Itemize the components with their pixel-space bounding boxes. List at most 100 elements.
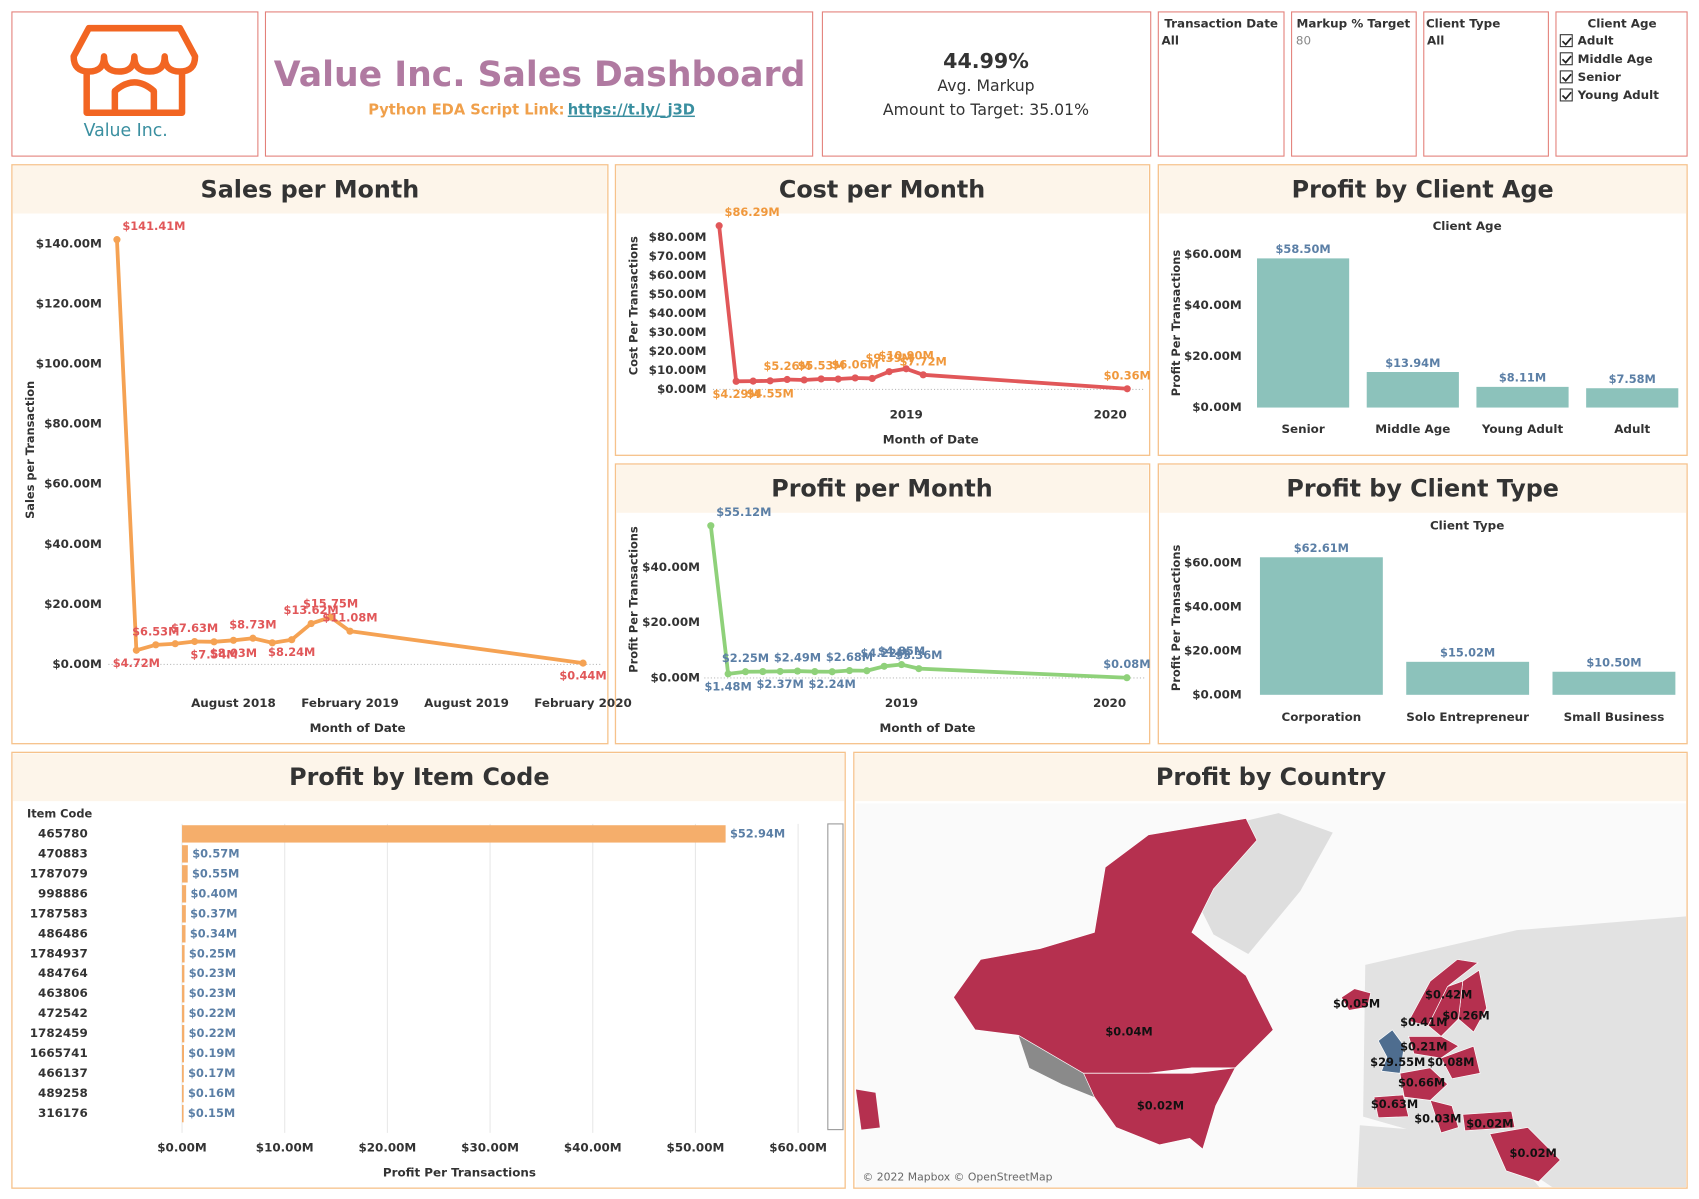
data-label: $141.41M (122, 219, 185, 233)
y-tick-label: $40.00M (642, 560, 700, 574)
data-label: $58.50M (1275, 242, 1330, 256)
panel-header (616, 465, 1149, 513)
filter-options: Adult Middle Age Senior Young Adult (1559, 34, 1660, 102)
y-tick-label: $40.00M (44, 537, 102, 551)
x-tick-label: 2019 (885, 696, 918, 710)
chart-title: Profit by Client Type (1286, 475, 1559, 503)
filter-value[interactable]: All (1427, 34, 1444, 48)
data-label: $4.22M (861, 646, 908, 660)
data-label: $0.55M (192, 866, 239, 880)
y-tick-label: 1782459 (30, 1026, 88, 1040)
country[interactable] (1083, 1067, 1236, 1150)
y-axis-title: Profit Per Transactions (1169, 545, 1183, 692)
bar (1552, 671, 1676, 695)
checkbox[interactable] (1559, 88, 1573, 102)
country[interactable] (1462, 1110, 1516, 1132)
point (132, 646, 140, 654)
filter-value[interactable]: 80 (1296, 34, 1311, 48)
x-tick-label: February 2020 (534, 696, 632, 710)
filter-option[interactable]: Adult (1578, 34, 1614, 48)
filter-panel[interactable] (1555, 11, 1688, 157)
filter-title: Client Age (1588, 16, 1657, 30)
point (800, 376, 808, 384)
country[interactable] (1408, 1036, 1460, 1059)
country[interactable] (1399, 1067, 1449, 1101)
x-tick-label: Senior (1281, 422, 1324, 436)
filter-panel[interactable] (1291, 11, 1417, 157)
country[interactable] (1440, 1045, 1481, 1080)
checkbox[interactable] (1559, 70, 1573, 84)
bar (182, 905, 186, 923)
point (1123, 385, 1131, 393)
bar (182, 1005, 185, 1023)
y-tick-label: $20.00M (642, 615, 700, 629)
filter-panel[interactable] (1157, 11, 1285, 157)
data-label: $86.29M (725, 205, 780, 219)
bar (1406, 661, 1530, 695)
point (210, 638, 218, 646)
filter-option[interactable]: Middle Age (1578, 52, 1653, 66)
filter-option[interactable]: Young Adult (1577, 88, 1660, 102)
y-tick-label: $20.00M (1184, 349, 1242, 363)
land (856, 1089, 880, 1130)
country[interactable] (1340, 988, 1372, 1011)
filter-panel[interactable] (1423, 11, 1549, 157)
data-label: $0.22M (189, 1026, 236, 1040)
panel-header (13, 165, 607, 214)
point (793, 667, 802, 675)
country[interactable] (1489, 1127, 1561, 1183)
country[interactable] (1373, 1094, 1410, 1119)
y-tick-label: $60.00M (649, 268, 707, 282)
filter-option[interactable]: Senior (1578, 70, 1621, 84)
title-panel (264, 11, 814, 157)
data-label: $29.55M (1370, 1055, 1425, 1069)
bar (1476, 386, 1569, 408)
data-label: $0.05M (1333, 996, 1380, 1010)
y-tick-label: $80.00M (44, 417, 102, 431)
chart-title: Sales per Month (201, 175, 420, 203)
coast (1018, 1035, 1095, 1098)
filter-value[interactable]: All (1162, 34, 1179, 48)
point (715, 222, 723, 230)
x-tick-label: Small Business (1564, 710, 1665, 724)
y-tick-label: $120.00M (36, 296, 102, 310)
bar (1257, 258, 1350, 408)
checkbox[interactable] (1559, 34, 1573, 48)
panel-header (13, 753, 845, 802)
y-tick-label: 489258 (38, 1086, 88, 1100)
country[interactable] (1429, 1099, 1459, 1134)
checkbox[interactable] (1559, 52, 1573, 66)
bar (182, 925, 186, 943)
y-tick-label: $60.00M (1184, 556, 1242, 570)
point (724, 670, 732, 678)
point (915, 665, 923, 673)
data-label: $8.73M (229, 618, 276, 632)
x-tick-label: Middle Age (1375, 422, 1450, 436)
point (732, 377, 740, 385)
country[interactable] (1427, 980, 1464, 1037)
data-label: $7.72M (900, 354, 947, 368)
data-label: $15.02M (1440, 646, 1495, 660)
country[interactable] (953, 818, 1274, 1074)
bar (1366, 372, 1459, 408)
kpi-panel (821, 11, 1152, 157)
data-label: $4.72M (113, 656, 160, 670)
point (152, 641, 160, 649)
bar (182, 1025, 185, 1043)
x-tick-label: $50.00M (667, 1141, 725, 1155)
data-label: $7.54M (190, 647, 237, 661)
y-tick-label: $30.00M (649, 325, 707, 339)
bar (182, 825, 726, 843)
point (759, 668, 767, 676)
logo-text: Value Inc. (84, 121, 168, 141)
bar (182, 1045, 184, 1063)
scrollbar[interactable] (827, 823, 844, 1131)
x-tick-label: 2019 (890, 408, 923, 422)
y-tick-label: $20.00M (1184, 643, 1242, 657)
script-link[interactable]: https://t.ly/_j3D (568, 102, 695, 119)
y-tick-label: $60.00M (1184, 247, 1242, 261)
data-label: $0.44M (559, 669, 606, 683)
y-tick-label: 484764 (38, 966, 88, 980)
bar (1259, 557, 1383, 695)
data-label: $0.08M (1427, 1055, 1474, 1069)
